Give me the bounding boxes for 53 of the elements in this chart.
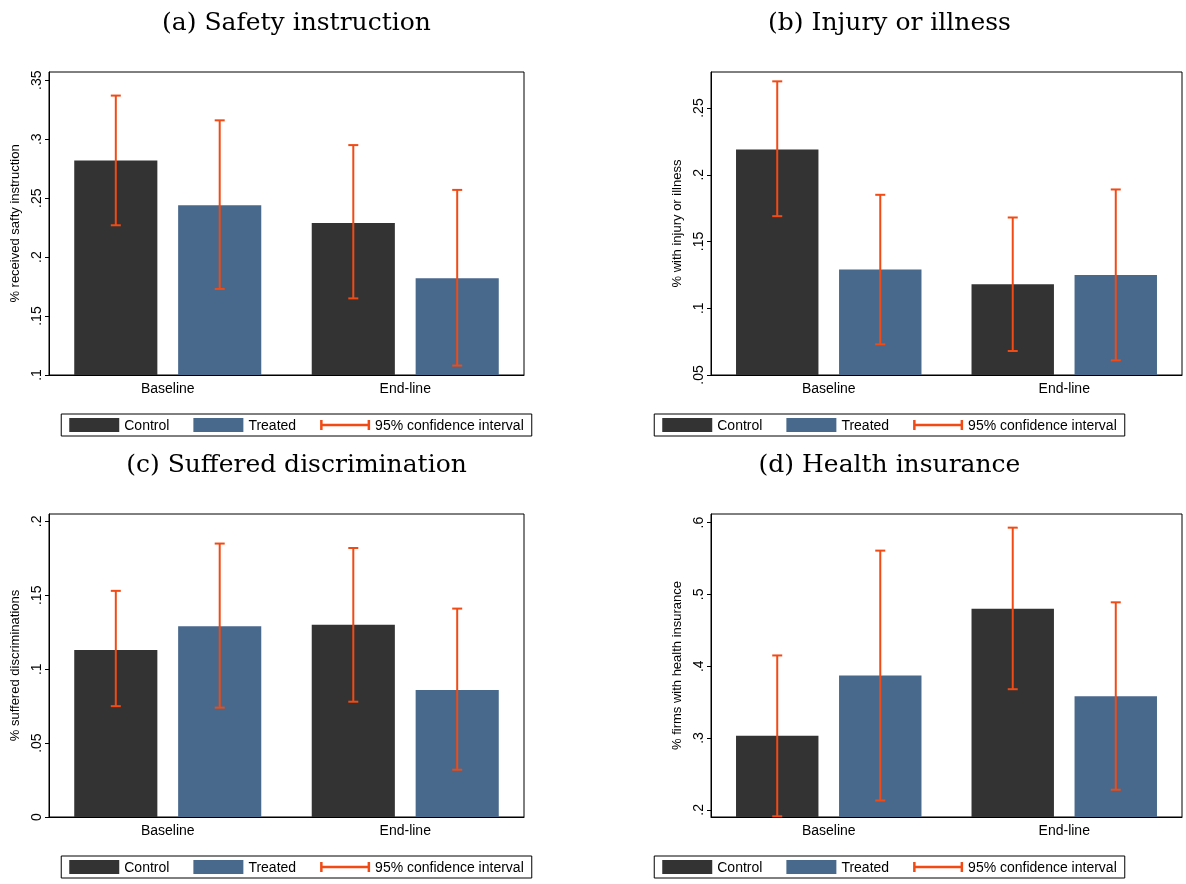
y-tick-label: .1 <box>690 302 706 315</box>
legend-label: Treated <box>841 417 890 433</box>
y-tick-label: .6 <box>690 516 706 529</box>
bar <box>178 626 262 817</box>
legend-label: Treated <box>248 859 297 875</box>
text: 95% confidence interval <box>375 859 524 875</box>
legend-label: Treated <box>248 417 297 433</box>
y-tick-label: .5 <box>690 588 706 601</box>
legend-label: Control <box>717 417 763 433</box>
x-tick-label: End-line <box>379 822 432 838</box>
y-tick-label: .1 <box>28 368 44 381</box>
y-axis-title: % with injury or illness <box>669 159 684 288</box>
y-axis-title: % received safty instruction <box>7 144 22 303</box>
y-tick-label: .35 <box>28 70 44 90</box>
text: 95% confidence interval <box>968 859 1117 875</box>
y-tick-label: .2 <box>690 803 706 816</box>
bar <box>311 624 395 817</box>
x-tick-label: Baseline <box>140 822 195 838</box>
y-tick-label: .2 <box>28 515 44 528</box>
y-tick-label: .05 <box>28 733 44 753</box>
y-tick-label: .3 <box>28 133 44 146</box>
y-tick-label: .15 <box>690 231 706 252</box>
y-axis-title: % firms with health insurance <box>669 580 684 751</box>
y-tick-label: .3 <box>690 731 706 744</box>
y-tick-label: .15 <box>28 585 44 606</box>
y-tick-label: .25 <box>28 188 44 208</box>
y-tick-label: .05 <box>690 365 706 385</box>
bar <box>74 649 158 817</box>
x-tick-label: Baseline <box>801 380 856 396</box>
text: 95% confidence interval <box>968 417 1117 433</box>
chart-title: (a) Safety instruction <box>162 7 431 36</box>
legend-label: Treated <box>841 859 890 875</box>
y-tick-label: .15 <box>28 306 44 326</box>
x-tick-label: Baseline <box>801 822 856 838</box>
y-axis-title: % suffered discriminations <box>7 589 22 742</box>
x-tick-label: End-line <box>379 380 432 396</box>
x-tick-label: End-line <box>1038 822 1091 838</box>
chart-title: (b) Injury or illness <box>768 7 1011 36</box>
y-tick-label: 0 <box>28 812 44 821</box>
x-tick-label: End-line <box>1038 380 1091 396</box>
text: 95% confidence interval <box>375 417 524 433</box>
y-tick-label: .1 <box>28 663 44 676</box>
chart-title: (c) Suffered discrimination <box>126 449 467 478</box>
y-tick-label: .2 <box>28 251 44 263</box>
legend-label: Control <box>717 859 763 875</box>
bar <box>415 689 499 817</box>
chart-title: (d) Health insurance <box>758 449 1021 478</box>
x-tick-label: Baseline <box>140 380 195 396</box>
y-tick-label: .25 <box>690 98 706 118</box>
y-tick-label: .4 <box>690 660 706 673</box>
legend-label: Control <box>124 417 170 433</box>
y-tick-label: .2 <box>690 168 706 181</box>
legend-label: Control <box>124 859 170 875</box>
